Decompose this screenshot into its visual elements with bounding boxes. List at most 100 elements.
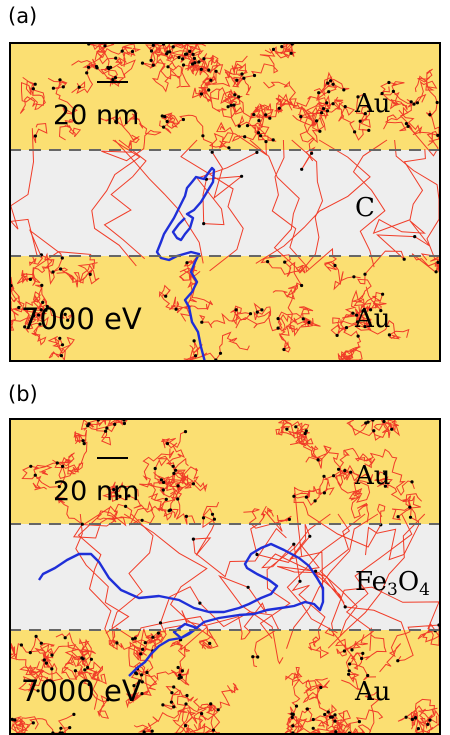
scatter-point <box>168 50 172 54</box>
scatter-point <box>183 430 188 434</box>
scatter-point <box>132 684 136 688</box>
scatter-point <box>59 267 63 271</box>
scatter-point <box>358 119 362 123</box>
scatter-point <box>276 326 280 330</box>
scatter-point <box>327 90 331 94</box>
scatter-point <box>191 52 195 56</box>
scatter-point <box>294 704 299 708</box>
scatter-point <box>180 669 184 673</box>
scatter-point <box>87 682 91 687</box>
scatter-point <box>104 429 108 433</box>
scatter-point <box>303 431 307 436</box>
scatter-point <box>120 49 124 53</box>
scatter-point <box>322 491 326 495</box>
scatter-point <box>172 685 176 689</box>
layer-label-top: Au <box>354 89 391 119</box>
scatter-point <box>113 76 118 80</box>
scatter-point <box>191 537 195 541</box>
scatter-point <box>331 82 335 86</box>
primary-electron-track <box>155 166 216 362</box>
scatter-point <box>183 52 188 56</box>
scatter-point <box>321 107 326 111</box>
electron-track <box>193 698 221 735</box>
scatter-point <box>314 569 318 573</box>
scatter-point <box>289 51 293 55</box>
scatter-point <box>140 673 144 677</box>
scatter-point <box>255 150 259 154</box>
electron-track <box>275 419 310 446</box>
scatter-point <box>369 308 373 312</box>
electron-track <box>180 139 244 272</box>
scatter-point <box>115 641 119 645</box>
scatter-point <box>193 61 197 65</box>
scatter-point <box>331 102 335 106</box>
scatter-point <box>164 294 168 298</box>
electron-track <box>305 92 333 131</box>
scatter-point <box>248 312 253 316</box>
scatter-point <box>41 300 45 304</box>
scatter-point <box>140 680 144 684</box>
electron-track <box>264 43 296 59</box>
scatter-point <box>131 637 135 641</box>
scatter-point <box>387 333 391 337</box>
scatter-point <box>165 119 169 124</box>
electron-track <box>323 445 374 499</box>
scatter-point <box>135 672 139 676</box>
scatter-point <box>143 641 147 645</box>
scatter-point <box>277 106 281 110</box>
scatter-point <box>10 717 14 721</box>
scatter-point <box>352 275 356 279</box>
electron-track <box>102 481 162 526</box>
electron-track <box>286 513 351 634</box>
scatter-point <box>356 320 360 324</box>
scatter-point <box>428 718 432 722</box>
scatter-point <box>256 655 260 659</box>
scatter-point <box>60 256 64 260</box>
scatter-point <box>343 105 347 109</box>
electron-track <box>180 43 252 96</box>
scatter-point <box>366 673 370 678</box>
scatter-point <box>19 643 23 647</box>
scatter-point <box>171 464 175 468</box>
scatter-point <box>181 117 185 122</box>
scatter-point <box>158 621 163 625</box>
scatter-point <box>436 260 440 264</box>
scatter-point <box>34 634 38 638</box>
electron-track <box>47 77 82 141</box>
electron-track <box>272 284 298 332</box>
scatter-point <box>162 480 166 484</box>
scatter-point <box>412 102 416 106</box>
scatter-point <box>77 85 81 89</box>
scatter-point <box>94 64 99 69</box>
scatter-point <box>184 514 188 518</box>
scatter-point <box>106 698 110 702</box>
electron-track <box>133 703 207 735</box>
scatter-point <box>177 55 181 60</box>
scatter-point <box>32 314 36 318</box>
scatter-point <box>343 469 347 473</box>
scatter-point <box>17 305 21 310</box>
scatter-points <box>10 418 441 735</box>
scatter-point <box>28 651 32 655</box>
scatter-point <box>105 426 109 430</box>
scatter-point <box>188 49 192 53</box>
electron-track <box>177 273 214 322</box>
scatter-point <box>165 442 170 446</box>
scatter-point <box>50 653 54 657</box>
scatter-point <box>218 351 223 355</box>
scatter-point <box>86 65 91 69</box>
electron-track <box>286 704 351 734</box>
scatter-point <box>325 101 329 105</box>
layer-label-middle: Fe3O4 <box>355 567 430 600</box>
electron-track <box>243 507 292 532</box>
electron-track <box>47 336 75 362</box>
scatter-point <box>210 512 215 516</box>
electron-track <box>263 80 325 144</box>
electron-track <box>39 429 88 480</box>
scatter-point <box>185 693 189 698</box>
scatter-point <box>40 283 44 287</box>
scatter-point <box>216 708 220 712</box>
electron-track <box>178 257 201 281</box>
scatter-point <box>38 322 42 326</box>
scatter-point <box>181 57 185 61</box>
